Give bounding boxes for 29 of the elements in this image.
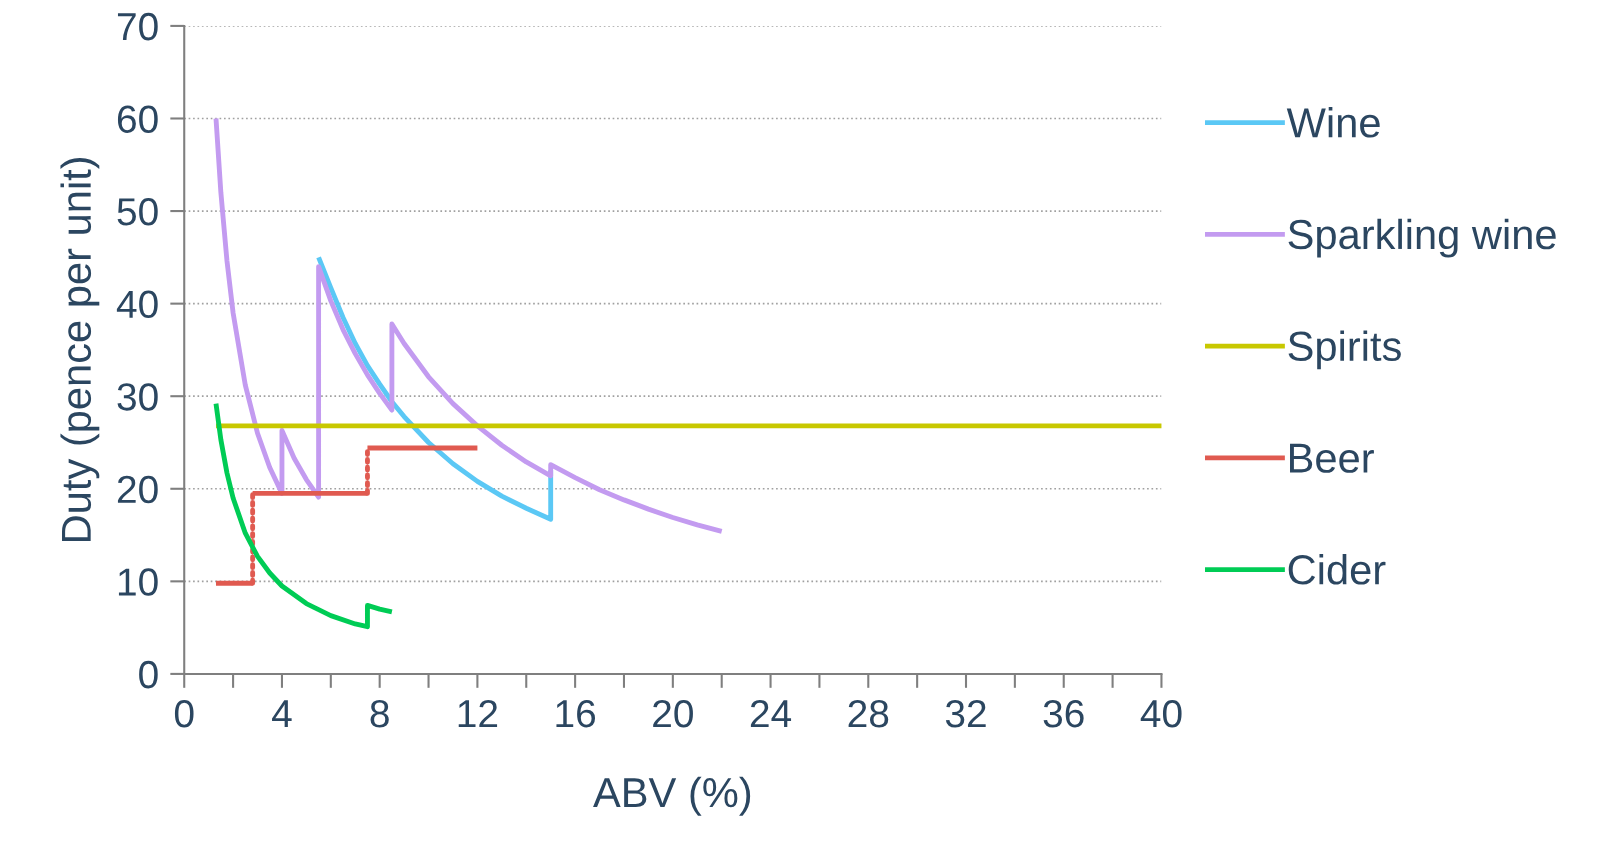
y-tick-label: 0 [139,660,158,689]
y-tick-label: 40 [116,290,158,319]
y-tick-label: 30 [117,383,158,411]
legend-label: Beer [1290,443,1374,473]
legend-label: Cider [1288,554,1386,585]
y-axis-title: Duty (pence per unit) [60,157,100,542]
x-tick-label: 8 [370,699,389,728]
x-tick-label: 0 [174,699,194,728]
line-series [213,401,395,630]
x-tick-label: 16 [556,699,596,728]
x-tick-label: 20 [653,699,693,728]
x-axis-title: ABV (%) [593,776,751,816]
legend-label: Spirits [1288,330,1401,370]
legend-label: Wine [1286,106,1380,138]
x-tick-label: 40 [1140,699,1182,728]
x-tick-label: 32 [945,699,986,728]
y-tick-label: 50 [117,198,158,226]
x-tick-label: 24 [750,699,792,728]
legend-label: Sparkling wine [1288,218,1556,258]
y-tick-label: 60 [117,105,158,133]
x-tick-label: 4 [272,700,292,728]
line-series [213,116,725,534]
x-tick-label: 28 [848,699,889,728]
y-tick-label: 70 [117,12,158,41]
y-tick-label: 20 [117,475,158,504]
line-series [316,254,554,522]
x-tick-label: 12 [458,699,498,728]
x-tick-label: 36 [1043,699,1084,728]
y-tick-label: 10 [118,568,158,596]
